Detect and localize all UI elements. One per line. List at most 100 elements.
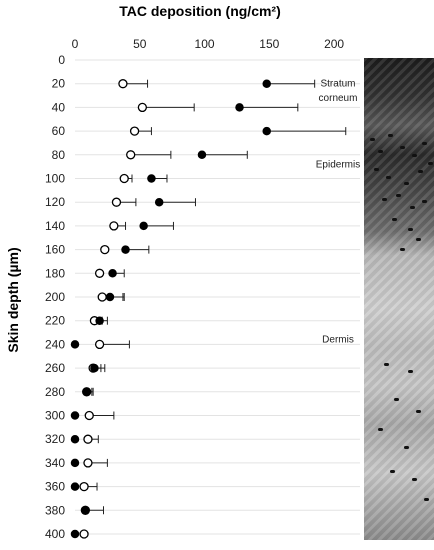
x-tick-label: 150 [259,37,279,51]
y-tick-label: 80 [52,148,66,162]
x-tick-label: 200 [324,37,344,51]
histology-nucleus [386,176,391,179]
histology-nucleus [410,206,415,209]
histology-nucleus [428,162,433,165]
data-point-filled [147,174,156,183]
y-tick-label: 0 [58,53,65,67]
y-tick-label: 300 [45,409,65,423]
histology-nucleus [388,134,393,137]
data-point-filled [235,103,244,112]
histology-nucleus [408,228,413,231]
histology-nucleus [400,248,405,251]
data-point-open [83,434,93,444]
x-tick-label: 100 [195,37,215,51]
histology-nucleus [392,218,397,221]
y-tick-label: 60 [52,124,66,138]
data-point-filled [70,434,80,444]
histology-nucleus [382,198,387,201]
data-point-open [109,221,119,231]
data-point-open [83,458,93,468]
data-point-filled [139,221,148,231]
region-label: Dermis [322,335,354,346]
y-tick-label: 40 [52,100,66,114]
data-point-filled [95,316,104,325]
data-point-filled [121,245,130,254]
data-point-filled [70,411,80,420]
y-tick-label: 360 [45,480,65,494]
x-tick-labels: 0 50 100 150 200 [72,37,345,51]
histology-nucleus [400,146,405,149]
data-point-filled [82,387,91,397]
histology-nucleus [416,410,421,413]
data-point-open [100,244,110,255]
y-tick-labels: 0 20 40 60 80 100 120 140 160 180 200 220 240 260 280 3… [45,53,65,541]
data-point-filled [154,197,164,207]
histology-nucleus [404,446,409,449]
skin-histology-image [364,58,434,540]
histology-nucleus [378,428,383,431]
histology-nucleus [390,470,395,473]
histology-nucleus [396,194,401,197]
data-point-open [137,102,148,113]
region-label: Stratum [320,79,355,90]
y-tick-label: 400 [45,527,65,541]
data-point-open [97,292,107,302]
y-tick-label: 320 [45,432,65,446]
data-point-filled [90,363,99,373]
y-tick-label: 120 [45,195,65,209]
histology-nucleus [412,478,417,481]
data-point-open [79,529,89,539]
data-point-filled [70,458,80,468]
histology-nucleus [404,182,409,185]
y-tick-label: 100 [45,172,65,186]
chart-title: TAC deposition (ng/cm²) [119,3,281,19]
data-points [70,79,271,539]
y-tick-label: 160 [45,243,65,257]
data-point-open [84,410,94,421]
data-point-open [129,126,140,136]
data-point-filled [262,126,271,136]
histology-nucleus [422,200,427,203]
data-point-open [111,197,122,207]
data-point-filled [70,340,80,349]
data-point-filled [105,292,115,302]
data-point-open [94,268,105,278]
region-annotations: Stratum corneum Epidermis Dermis [316,79,360,346]
data-point-open [119,173,129,184]
histology-nucleus [394,398,399,401]
data-point-filled [70,529,80,539]
y-tick-label: 260 [45,361,65,375]
y-tick-label: 200 [45,290,65,304]
data-point-open [126,150,136,160]
y-tick-label: 380 [45,503,65,517]
y-tick-label: 340 [45,456,65,470]
histology-nucleus [384,363,389,366]
data-point-filled [70,482,80,491]
y-tick-label: 220 [45,314,65,328]
x-tick-label: 50 [133,37,147,51]
y-tick-label: 140 [45,219,65,233]
data-point-filled [197,150,207,160]
x-tick-label: 0 [72,37,79,51]
y-tick-label: 240 [45,337,65,351]
histology-nucleus [424,498,429,501]
histology-nucleus [418,170,423,173]
y-tick-label: 280 [45,385,65,399]
histology-nucleus [416,238,421,241]
y-axis-label: Skin depth (µm) [5,247,21,352]
histology-nucleus [374,168,379,171]
y-tick-label: 20 [52,77,66,91]
histology-nucleus [370,138,375,141]
histology-nucleus [412,154,417,157]
data-point-open [118,79,128,89]
data-point-filled [81,506,90,515]
data-point-open [79,481,89,492]
y-tick-label: 180 [45,266,65,280]
data-point-filled [108,269,117,278]
histology-nucleus [422,142,427,145]
region-label: Epidermis [316,159,360,170]
histology-nucleus [378,150,383,153]
data-point-open [94,339,105,350]
region-label: corneum [319,93,358,104]
